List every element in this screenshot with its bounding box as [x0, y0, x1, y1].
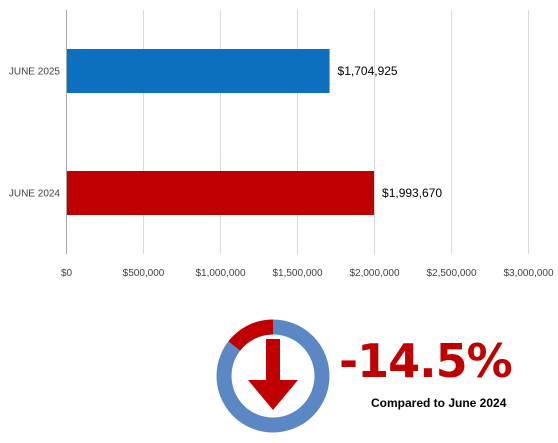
- category-label: JUNE 2025: [9, 67, 61, 78]
- donut-change-segment: [228, 319, 274, 351]
- labels: $0 $500,000 $1,000,000 $1,500,000 $2,000,000…: [9, 64, 554, 279]
- bar: [67, 171, 375, 215]
- comparison-caption: Compared to June 2024: [371, 396, 507, 410]
- x-tick-label: $2,000,000: [349, 268, 399, 279]
- x-tick-label: $1,000,000: [195, 268, 245, 279]
- x-tick-label: $3,000,000: [503, 268, 553, 279]
- bars: [67, 49, 375, 215]
- data-label: $1,993,670: [382, 186, 442, 200]
- x-tick-label: $1,500,000: [272, 268, 322, 279]
- category-label: JUNE 2024: [9, 189, 61, 200]
- arrow-down-icon: [248, 339, 298, 410]
- change-percentage: -14.5%: [339, 334, 513, 388]
- change-indicator: -14.5% Compared to June 2024: [213, 310, 558, 443]
- x-tick-label: $500,000: [123, 268, 165, 279]
- gridlines: [66, 10, 529, 254]
- x-tick-label: $2,500,000: [426, 268, 476, 279]
- bar: [67, 49, 330, 93]
- data-label: $1,704,925: [338, 64, 398, 78]
- x-tick-label: $0: [61, 268, 73, 279]
- bar-chart: $0 $500,000 $1,000,000 $1,500,000 $2,000,000…: [9, 10, 554, 279]
- donut-ring: [216, 319, 330, 433]
